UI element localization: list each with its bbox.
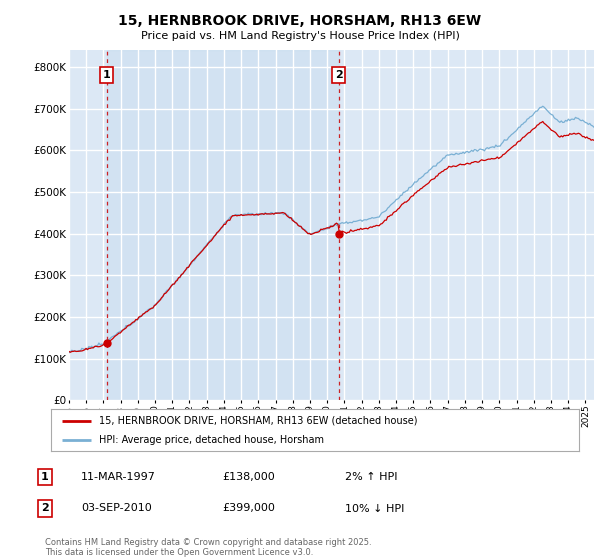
Text: 03-SEP-2010: 03-SEP-2010: [81, 503, 152, 514]
Text: 15, HERNBROOK DRIVE, HORSHAM, RH13 6EW: 15, HERNBROOK DRIVE, HORSHAM, RH13 6EW: [118, 14, 482, 28]
Text: 10% ↓ HPI: 10% ↓ HPI: [345, 503, 404, 514]
Text: £138,000: £138,000: [222, 472, 275, 482]
Text: 2% ↑ HPI: 2% ↑ HPI: [345, 472, 398, 482]
Text: £399,000: £399,000: [222, 503, 275, 514]
Bar: [107, 50, 339, 400]
Text: 11-MAR-1997: 11-MAR-1997: [81, 472, 156, 482]
Text: 1: 1: [41, 472, 49, 482]
Text: 2: 2: [335, 70, 343, 80]
Text: 15, HERNBROOK DRIVE, HORSHAM, RH13 6EW (detached house): 15, HERNBROOK DRIVE, HORSHAM, RH13 6EW (…: [98, 416, 417, 426]
Text: 1: 1: [103, 70, 110, 80]
Text: 2: 2: [41, 503, 49, 514]
Text: Price paid vs. HM Land Registry's House Price Index (HPI): Price paid vs. HM Land Registry's House …: [140, 31, 460, 41]
Text: Contains HM Land Registry data © Crown copyright and database right 2025.
This d: Contains HM Land Registry data © Crown c…: [45, 538, 371, 557]
Text: HPI: Average price, detached house, Horsham: HPI: Average price, detached house, Hors…: [98, 435, 323, 445]
